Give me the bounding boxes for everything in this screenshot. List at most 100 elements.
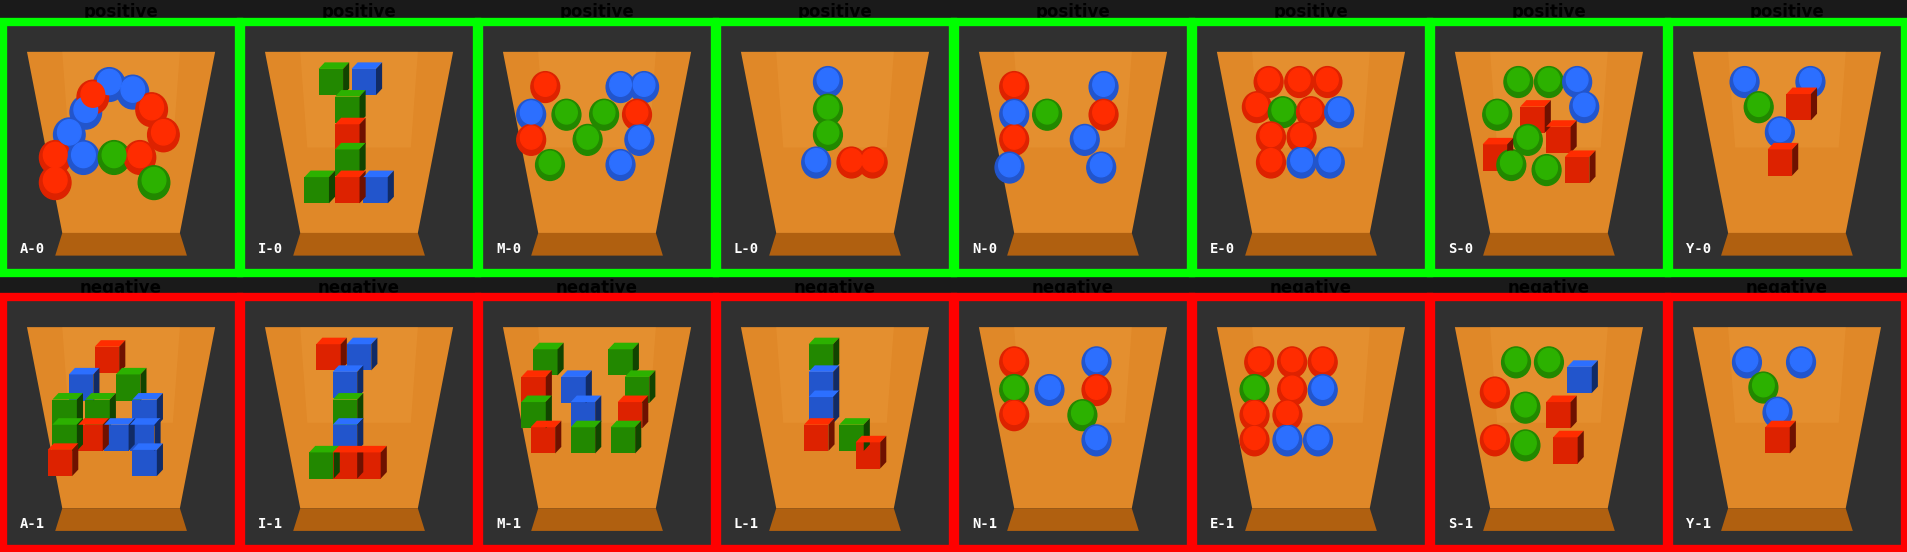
FancyBboxPatch shape: [624, 377, 648, 403]
Ellipse shape: [99, 154, 128, 162]
Polygon shape: [538, 52, 656, 147]
Ellipse shape: [1316, 160, 1343, 167]
Circle shape: [1732, 347, 1760, 378]
Circle shape: [625, 101, 648, 124]
Polygon shape: [1015, 327, 1131, 423]
Ellipse shape: [1533, 167, 1558, 174]
Ellipse shape: [1001, 112, 1026, 119]
Circle shape: [1316, 68, 1337, 91]
Polygon shape: [561, 370, 591, 377]
Ellipse shape: [72, 109, 99, 117]
Circle shape: [1484, 427, 1505, 449]
Text: E-1: E-1: [1209, 517, 1234, 532]
Circle shape: [1240, 400, 1268, 431]
Polygon shape: [530, 421, 561, 427]
Circle shape: [97, 141, 130, 174]
Ellipse shape: [814, 132, 841, 140]
Circle shape: [139, 94, 164, 120]
FancyBboxPatch shape: [48, 450, 72, 476]
Polygon shape: [332, 418, 362, 424]
Polygon shape: [294, 508, 425, 531]
Ellipse shape: [1091, 112, 1116, 119]
Ellipse shape: [1325, 109, 1352, 117]
Circle shape: [627, 126, 650, 149]
FancyBboxPatch shape: [532, 349, 557, 375]
Circle shape: [1287, 122, 1316, 153]
Circle shape: [1302, 425, 1331, 456]
FancyBboxPatch shape: [570, 402, 595, 428]
Ellipse shape: [1001, 412, 1026, 420]
Polygon shape: [1251, 52, 1369, 147]
Circle shape: [1535, 156, 1556, 179]
Circle shape: [1272, 425, 1301, 456]
Circle shape: [801, 147, 830, 178]
Circle shape: [1243, 376, 1264, 399]
Polygon shape: [387, 171, 393, 203]
Circle shape: [1081, 347, 1110, 378]
Ellipse shape: [1484, 112, 1508, 119]
Circle shape: [120, 77, 145, 102]
Polygon shape: [809, 365, 839, 372]
Circle shape: [1268, 97, 1297, 128]
Circle shape: [1312, 348, 1333, 371]
Polygon shape: [332, 393, 362, 400]
Circle shape: [530, 72, 559, 103]
Circle shape: [1257, 68, 1280, 91]
Polygon shape: [55, 508, 187, 531]
Circle shape: [1514, 432, 1535, 455]
Circle shape: [812, 67, 841, 97]
Circle shape: [1037, 376, 1060, 399]
Circle shape: [44, 167, 67, 193]
Circle shape: [629, 72, 658, 103]
FancyBboxPatch shape: [351, 69, 376, 95]
Circle shape: [812, 119, 841, 150]
Polygon shape: [595, 396, 601, 428]
FancyBboxPatch shape: [86, 400, 111, 426]
Polygon shape: [978, 52, 1167, 233]
Ellipse shape: [1308, 359, 1335, 367]
Polygon shape: [1245, 508, 1377, 531]
Polygon shape: [624, 370, 654, 377]
Circle shape: [1068, 400, 1097, 431]
Circle shape: [521, 126, 542, 149]
Text: N-0: N-0: [971, 242, 997, 256]
Polygon shape: [116, 368, 147, 374]
FancyBboxPatch shape: [51, 400, 76, 426]
Polygon shape: [503, 52, 690, 233]
Circle shape: [40, 141, 71, 174]
FancyBboxPatch shape: [1545, 402, 1569, 428]
Polygon shape: [1251, 327, 1369, 423]
Polygon shape: [1015, 52, 1131, 147]
Polygon shape: [1728, 52, 1844, 147]
Circle shape: [1798, 68, 1821, 91]
Ellipse shape: [1503, 359, 1528, 367]
Circle shape: [1484, 379, 1505, 402]
Polygon shape: [879, 436, 887, 469]
Circle shape: [816, 68, 839, 91]
Circle shape: [1537, 68, 1558, 91]
Polygon shape: [1217, 327, 1404, 508]
Polygon shape: [51, 418, 82, 424]
Polygon shape: [359, 143, 366, 176]
Circle shape: [1247, 348, 1270, 371]
Circle shape: [40, 166, 71, 199]
Polygon shape: [332, 446, 362, 453]
FancyBboxPatch shape: [1764, 427, 1789, 453]
Circle shape: [1278, 347, 1306, 378]
Circle shape: [72, 142, 95, 168]
Circle shape: [1257, 122, 1285, 153]
Circle shape: [1537, 348, 1558, 371]
Polygon shape: [48, 443, 78, 450]
Polygon shape: [357, 365, 362, 398]
FancyBboxPatch shape: [51, 424, 76, 451]
Circle shape: [517, 125, 545, 155]
Polygon shape: [635, 421, 641, 453]
Circle shape: [1312, 67, 1341, 97]
Circle shape: [97, 70, 120, 94]
Ellipse shape: [1733, 359, 1758, 367]
Circle shape: [1089, 72, 1118, 103]
Ellipse shape: [1274, 437, 1301, 445]
Circle shape: [837, 147, 866, 178]
Title: negative: negative: [1032, 279, 1114, 297]
FancyBboxPatch shape: [336, 97, 359, 123]
